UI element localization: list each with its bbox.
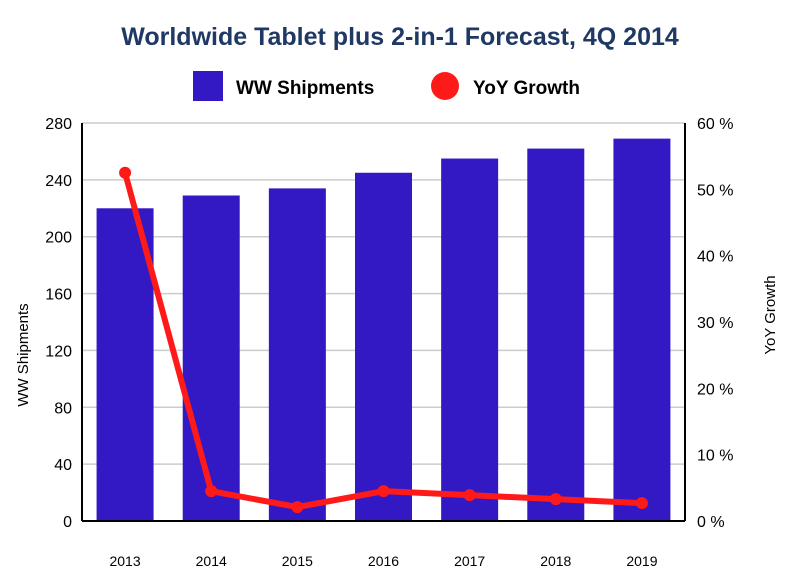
x-tick-label: 2016 [368, 553, 399, 569]
legend: WW Shipments YoY Growth [193, 71, 580, 101]
bar-2013 [96, 208, 154, 522]
x-tick-label: 2019 [626, 553, 657, 569]
y2-axis-label: YoY Growth [762, 275, 779, 354]
x-tick-label: 2017 [454, 553, 485, 569]
growth-point-2016 [377, 485, 390, 498]
chart-title: Worldwide Tablet plus 2-in-1 Forecast, 4… [121, 23, 679, 51]
y-tick-label: 240 [45, 173, 72, 190]
y-tick-label: 280 [45, 116, 72, 133]
growth-point-2019 [635, 497, 648, 510]
bar-2018 [527, 148, 585, 522]
y2-tick-label: 50 % [697, 182, 733, 199]
growth-point-2013 [119, 166, 132, 179]
legend-label-growth: YoY Growth [473, 78, 580, 99]
legend-swatch-growth [431, 72, 459, 100]
bar-2016 [355, 172, 412, 521]
y-tick-label: 40 [54, 457, 72, 474]
growth-point-2018 [549, 493, 562, 506]
bar-2014 [182, 195, 240, 521]
growth-point-2015 [291, 501, 304, 514]
legend-swatch-shipments [193, 71, 223, 101]
y2-tick-label: 40 % [697, 249, 733, 266]
legend-label-shipments: WW Shipments [236, 78, 374, 99]
y2-tick-label: 10 % [697, 448, 733, 465]
y-tick-label: 80 [54, 400, 72, 417]
y2-tick-label: 30 % [697, 315, 733, 332]
y-tick-label: 160 [45, 287, 72, 304]
y-axis-label: WW Shipments [15, 303, 32, 406]
x-tick-label: 2013 [109, 553, 140, 569]
bar-2015 [268, 188, 326, 521]
y2-tick-label: 20 % [697, 381, 733, 398]
x-tick-label: 2018 [540, 553, 571, 569]
bar-2017 [441, 158, 499, 522]
y2-tick-label: 0 % [697, 514, 725, 531]
y-tick-label: 0 [63, 514, 72, 531]
x-tick-label: 2015 [282, 553, 313, 569]
bar-2019 [613, 138, 671, 521]
growth-point-2017 [463, 489, 476, 502]
y-tick-label: 120 [45, 343, 72, 360]
y-tick-label: 200 [45, 230, 72, 247]
y2-tick-label: 60 % [697, 116, 733, 133]
x-tick-label: 2014 [196, 553, 227, 569]
growth-point-2014 [205, 485, 218, 498]
